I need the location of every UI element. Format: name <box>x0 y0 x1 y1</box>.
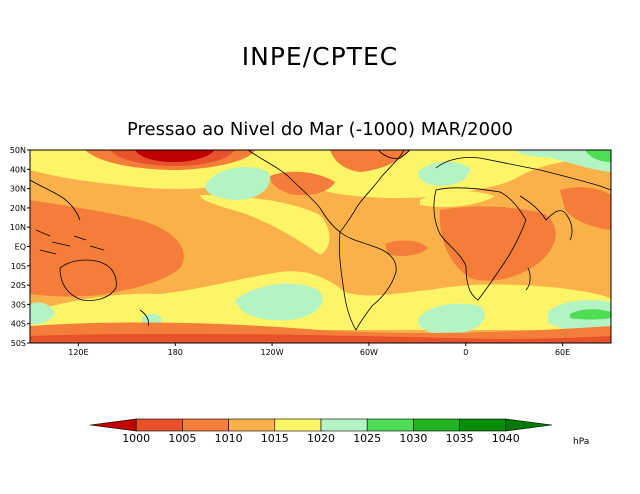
colorbar-swatch <box>274 418 322 432</box>
coast-greenland <box>377 150 411 159</box>
latitude-axis: 50N 40N 30N 20N 10N EQ 10S 20S 30S 40S 50S <box>10 146 30 348</box>
coast-new-zealand <box>139 309 149 327</box>
field-1020-1025-atlantic-high <box>418 161 470 186</box>
field-1005-1010-west-pacific <box>30 200 184 297</box>
coast-australia <box>59 259 117 301</box>
colorbar-swatch <box>413 418 460 432</box>
lat-tick-label: 20S <box>11 281 26 290</box>
field-1015-1020-east-pacific <box>200 195 330 255</box>
colorbar-level-label: 1035 <box>446 432 474 445</box>
colorbar-level-label: 1005 <box>168 432 196 445</box>
field-1015-1020-atlantic <box>420 191 495 207</box>
lat-tick-label: 10N <box>10 223 26 232</box>
lat-tick-label: 20N <box>10 204 26 213</box>
lon-tick-label: 120W <box>260 348 283 357</box>
colorbar-swatch <box>366 418 414 432</box>
field-1020-1025-south-pacific <box>235 283 323 321</box>
lat-tick-label: 10S <box>11 262 26 271</box>
coast-europe-asia <box>435 157 611 191</box>
lat-tick-label: EQ <box>15 243 26 252</box>
lon-tick-label: 60E <box>555 348 570 357</box>
lat-tick-label: 30S <box>11 300 26 309</box>
colorbar-swatch <box>89 418 137 432</box>
coast-indonesia <box>35 229 105 255</box>
lat-tick-label: 50S <box>11 339 26 348</box>
field-1005-1010-amazon <box>385 240 428 256</box>
main-title: INPE/CPTEC <box>241 42 399 71</box>
colorbar-swatch <box>320 418 368 432</box>
lon-tick-label: 0 <box>463 348 468 357</box>
colorbar-level-label: 1015 <box>261 432 289 445</box>
field-1000-1005-southern-ocean <box>30 333 611 343</box>
colorbar-swatch <box>505 418 553 432</box>
colorbar-level-label: 1025 <box>353 432 381 445</box>
pressure-field <box>30 150 611 343</box>
colorbar-level-label: 1040 <box>492 432 520 445</box>
lon-tick-label: 180 <box>168 348 183 357</box>
field-1005-1010-north-atlantic <box>330 150 410 172</box>
field-1005-1010-north-america <box>270 171 335 196</box>
field-1025-1030-indian-ocean <box>570 309 611 320</box>
coast-south-america <box>339 231 397 331</box>
field-1020-1025-pacific-high <box>205 167 270 200</box>
field-1025-1030-europe <box>585 150 611 162</box>
field-1005-1010-africa-indian <box>439 206 556 281</box>
colorbar-level-label: 1000 <box>122 432 150 445</box>
field-1020-1025-south-atlantic <box>418 303 485 335</box>
coast-africa <box>433 187 527 301</box>
colorbar-level-label: 1010 <box>215 432 243 445</box>
field-1005-1010-asia <box>560 187 611 230</box>
lon-tick-label: 60W <box>360 348 378 357</box>
colorbar-swatch <box>228 418 276 432</box>
colorbar-level-label: 1030 <box>399 432 427 445</box>
colorbar: 1000 1005 1010 1015 1020 1025 1030 1035 1040 hPa <box>89 418 589 447</box>
lat-tick-label: 50N <box>10 146 26 155</box>
colorbar-swatch <box>182 418 229 432</box>
field-1020-1025-australia-west <box>30 302 55 325</box>
coast-east-asia <box>30 179 81 221</box>
field-1020-1025-europe <box>515 150 611 172</box>
coastlines <box>30 150 611 331</box>
longitude-axis: 120E 180 120W 60W 0 60E <box>68 343 570 357</box>
coast-madagascar <box>525 267 531 291</box>
map-subtitle: Pressao ao Nivel do Mar (-1000) MAR/2000 <box>127 119 513 140</box>
colorbar-swatch <box>135 418 183 432</box>
field-below-1000-aleutian-low <box>135 150 215 162</box>
lat-tick-label: 40N <box>10 165 26 174</box>
coast-arabia-india <box>519 195 573 241</box>
lat-tick-label: 40S <box>11 320 26 329</box>
colorbar-swatch <box>459 418 507 432</box>
colorbar-level-label: 1020 <box>307 432 335 445</box>
lon-tick-label: 120E <box>68 348 88 357</box>
colorbar-unit: hPa <box>573 437 589 447</box>
lat-tick-label: 30N <box>10 185 26 194</box>
